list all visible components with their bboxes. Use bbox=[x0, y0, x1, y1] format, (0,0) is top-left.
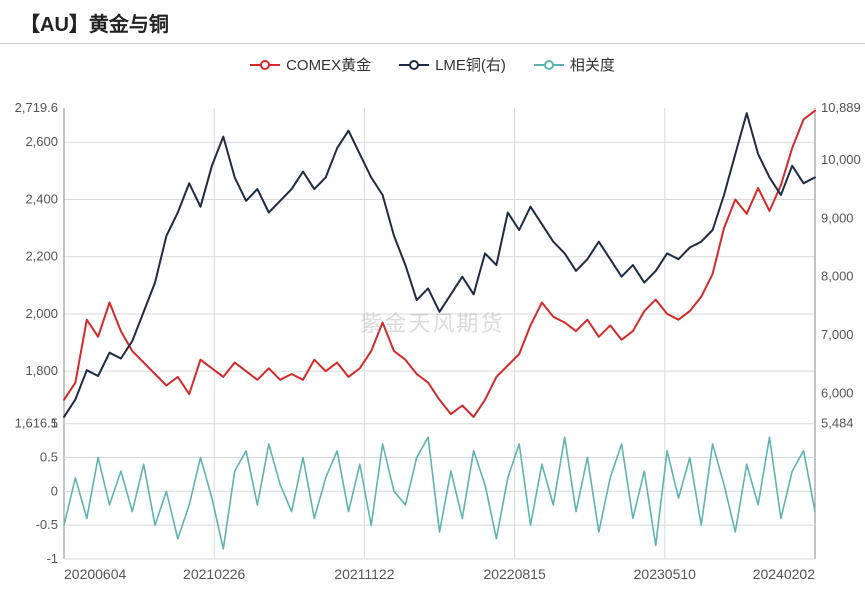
svg-text:2,719.6: 2,719.6 bbox=[15, 100, 58, 115]
legend-item-correlation: 相关度 bbox=[534, 54, 615, 75]
svg-text:-0.5: -0.5 bbox=[36, 517, 58, 532]
legend-swatch-copper bbox=[399, 58, 429, 72]
svg-text:20200604: 20200604 bbox=[64, 566, 127, 582]
svg-text:20211122: 20211122 bbox=[334, 566, 394, 582]
chart-area: 紫金天风期货 1,616.51,8002,0002,2002,4002,6002… bbox=[0, 78, 865, 597]
svg-text:-1: -1 bbox=[46, 551, 58, 566]
legend-label-gold: COMEX黄金 bbox=[286, 54, 371, 75]
page-title: 【AU】黄金与铜 bbox=[0, 0, 865, 44]
svg-text:9,000: 9,000 bbox=[821, 210, 854, 225]
svg-text:7,000: 7,000 bbox=[821, 327, 854, 342]
svg-text:0: 0 bbox=[51, 483, 58, 498]
legend-label-correlation: 相关度 bbox=[570, 54, 615, 75]
legend-item-copper: LME铜(右) bbox=[399, 54, 506, 75]
svg-text:20230510: 20230510 bbox=[634, 566, 697, 582]
svg-text:8,000: 8,000 bbox=[821, 269, 854, 284]
svg-text:10,889: 10,889 bbox=[821, 100, 861, 115]
svg-text:20220815: 20220815 bbox=[483, 566, 546, 582]
svg-text:0.5: 0.5 bbox=[40, 450, 58, 465]
svg-text:20240202: 20240202 bbox=[753, 566, 816, 582]
legend-swatch-gold bbox=[250, 58, 280, 72]
svg-text:5,484: 5,484 bbox=[821, 416, 854, 431]
svg-text:2,600: 2,600 bbox=[25, 134, 58, 149]
svg-text:2,200: 2,200 bbox=[25, 249, 58, 264]
svg-text:20210226: 20210226 bbox=[183, 566, 246, 582]
svg-text:2,000: 2,000 bbox=[25, 306, 58, 321]
svg-text:2,400: 2,400 bbox=[25, 191, 58, 206]
legend-swatch-correlation bbox=[534, 58, 564, 72]
svg-text:10,000: 10,000 bbox=[821, 152, 861, 167]
legend-item-gold: COMEX黄金 bbox=[250, 54, 371, 75]
line-chart-svg: 1,616.51,8002,0002,2002,4002,6002,719.6-… bbox=[0, 78, 865, 597]
svg-text:1: 1 bbox=[51, 416, 58, 431]
legend-label-copper: LME铜(右) bbox=[435, 54, 506, 75]
svg-text:1,800: 1,800 bbox=[25, 363, 58, 378]
svg-text:6,000: 6,000 bbox=[821, 386, 854, 401]
title-text: 【AU】黄金与铜 bbox=[20, 14, 169, 36]
